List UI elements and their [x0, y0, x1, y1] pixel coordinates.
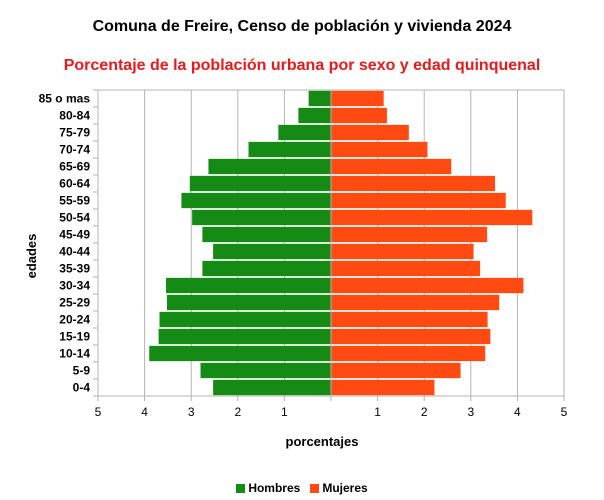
y-category-label: 20-24 [59, 313, 90, 327]
legend-label: Hombres [248, 481, 301, 495]
bar-hombres-60-64 [189, 175, 331, 192]
y-category-label: 25-29 [59, 296, 90, 310]
bar-hombres-10-14 [149, 345, 331, 362]
legend-item-hombres: Hombres [236, 481, 300, 495]
bar-mujeres-55-59 [331, 192, 506, 209]
x-tick-label: 4 [141, 405, 148, 419]
bar-hombres-50-54 [192, 209, 331, 226]
x-tick-label: 3 [467, 405, 474, 419]
bar-hombres-25-29 [166, 294, 331, 311]
bar-hombres-70-74 [248, 141, 331, 158]
y-category-label: 0-4 [73, 381, 91, 395]
y-category-label: 55-59 [59, 194, 90, 208]
x-tick-label: 1 [281, 405, 288, 419]
x-axis-title: porcentajes [286, 434, 359, 449]
bar-hombres-45-49 [202, 226, 331, 243]
y-category-label: 50-54 [59, 211, 90, 225]
bar-hombres-40-44 [213, 243, 331, 260]
bar-mujeres-25-29 [331, 294, 500, 311]
bar-mujeres-5-9 [331, 362, 461, 379]
bar-mujeres-10-14 [331, 345, 486, 362]
x-tick-label: 2 [421, 405, 428, 419]
bar-hombres-20-24 [159, 311, 331, 328]
y-category-label: 30-34 [59, 279, 90, 293]
legend-item-mujeres: Mujeres [310, 481, 368, 495]
population-pyramid-chart: 5 4 3 2 1 1 2 3 4 5 85 o mas 80-84 75-79 70-74 65-69 60… [24, 89, 568, 449]
bar-mujeres-35-39 [331, 260, 481, 277]
bar-mujeres-70-74 [331, 141, 428, 158]
bar-mujeres-30-34 [331, 277, 524, 294]
y-category-label: 60-64 [59, 177, 90, 191]
bar-mujeres-75-79 [331, 124, 409, 141]
bar-mujeres-0-4 [331, 379, 435, 396]
y-category-label: 40-44 [59, 245, 90, 259]
bar-hombres-30-34 [166, 277, 331, 294]
legend: Hombres Mujeres [0, 481, 604, 495]
y-category-label: 15-19 [59, 330, 90, 344]
bar-mujeres-50-54 [331, 209, 533, 226]
bar-hombres-80-84 [298, 107, 331, 124]
bar-hombres-0-4 [213, 379, 331, 396]
x-tick-label: 4 [514, 405, 521, 419]
x-tick-label: 2 [234, 405, 241, 419]
labels-layer: 5 4 3 2 1 1 2 3 4 5 85 o mas 80-84 75-79 70-74 65-69 60… [39, 92, 568, 420]
bar-mujeres-20-24 [331, 311, 488, 328]
axis-layer [93, 89, 565, 401]
legend-swatch [236, 483, 246, 493]
bar-hombres-85-o-mas [308, 90, 331, 107]
bar-mujeres-60-64 [331, 175, 496, 192]
chart-title: Comuna de Freire, Censo de población y v… [92, 18, 512, 35]
x-tick-label: 5 [95, 405, 102, 419]
bar-hombres-5-9 [200, 362, 331, 379]
bar-mujeres-85-o-mas [331, 90, 384, 107]
y-category-label: 45-49 [59, 228, 90, 242]
bar-mujeres-65-69 [331, 158, 452, 175]
bar-mujeres-15-19 [331, 328, 491, 345]
x-tick-label: 1 [374, 405, 381, 419]
y-category-label: 35-39 [59, 262, 90, 276]
x-tick-label: 3 [188, 405, 195, 419]
y-category-label: 85 o mas [39, 92, 91, 106]
bars-layer [149, 90, 533, 396]
y-category-label: 70-74 [59, 143, 90, 157]
legend-swatch [310, 483, 320, 493]
bar-hombres-15-19 [158, 328, 331, 345]
bar-hombres-55-59 [181, 192, 331, 209]
bar-hombres-65-69 [208, 158, 331, 175]
bar-mujeres-45-49 [331, 226, 488, 243]
bar-hombres-35-39 [202, 260, 331, 277]
y-category-label: 75-79 [59, 126, 90, 140]
chart-subtitle: Porcentaje de la población urbana por se… [63, 57, 541, 74]
y-category-label: 10-14 [59, 347, 90, 361]
y-category-label: 5-9 [73, 364, 91, 378]
x-tick-label: 5 [561, 405, 568, 419]
bar-mujeres-80-84 [331, 107, 387, 124]
legend-label: Mujeres [322, 481, 368, 495]
bar-hombres-75-79 [278, 124, 331, 141]
y-category-label: 80-84 [59, 109, 90, 123]
y-category-label: 65-69 [59, 160, 90, 174]
y-axis-title: edades [24, 234, 39, 279]
bar-mujeres-40-44 [331, 243, 474, 260]
